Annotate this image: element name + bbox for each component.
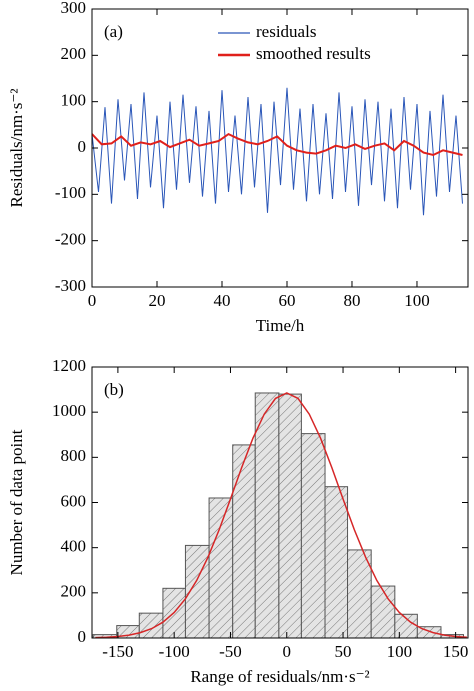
hist-bar: [254, 392, 280, 638]
x-tick-label: 0: [283, 642, 292, 661]
hist-bar: [324, 486, 349, 638]
hist-bar: [370, 585, 396, 638]
x-tick-label: 60: [278, 291, 295, 310]
plot-area: [92, 87, 463, 216]
fit-curve: [95, 392, 467, 638]
y-tick-label: 400: [61, 537, 87, 556]
y-axis-label: Number of data point: [7, 429, 26, 575]
y-tick-label: 200: [61, 44, 87, 63]
x-tick-label: 20: [148, 291, 165, 310]
x-tick-label: 0: [88, 291, 97, 310]
legend-label: smoothed results: [256, 44, 371, 63]
x-tick-label: -100: [159, 642, 190, 661]
x-tick-label: 50: [335, 642, 352, 661]
y-tick-label: 0: [78, 627, 87, 646]
panel-label: (b): [104, 380, 124, 399]
y-tick-label: -300: [55, 276, 86, 295]
x-axis-label: Range of residuals/nm·s⁻²: [190, 667, 369, 686]
y-tick-label: 300: [61, 0, 87, 17]
x-tick-label: 150: [443, 642, 469, 661]
x-tick-label: -50: [219, 642, 242, 661]
x-tick-label: -150: [102, 642, 133, 661]
x-tick-label: 40: [213, 291, 230, 310]
series-line: [92, 132, 463, 157]
y-tick-label: -200: [55, 230, 86, 249]
panel-label: (a): [104, 22, 123, 41]
y-tick-label: 1000: [52, 401, 86, 420]
y-axis-label: Residuals/nm·s⁻²: [7, 89, 26, 208]
y-tick-label: -100: [55, 183, 86, 202]
y-tick-label: 600: [61, 491, 87, 510]
hist-bar: [208, 497, 234, 638]
hist-bar: [138, 612, 164, 638]
x-tick-label: 80: [343, 291, 360, 310]
hist-bar: [300, 433, 326, 638]
y-tick-label: 100: [61, 91, 87, 110]
hist-bar: [232, 444, 256, 638]
legend-label: residuals: [256, 22, 316, 41]
x-tick-label: 100: [387, 642, 413, 661]
series-line: [92, 87, 463, 216]
y-tick-label: 800: [61, 446, 87, 465]
plot-area: [92, 392, 467, 638]
x-tick-label: 100: [404, 291, 430, 310]
y-tick-label: 1200: [52, 356, 86, 375]
y-tick-label: 200: [61, 582, 87, 601]
x-axis-label: Time/h: [256, 316, 305, 335]
y-tick-label: 0: [78, 137, 87, 156]
hist-bar: [278, 393, 302, 638]
